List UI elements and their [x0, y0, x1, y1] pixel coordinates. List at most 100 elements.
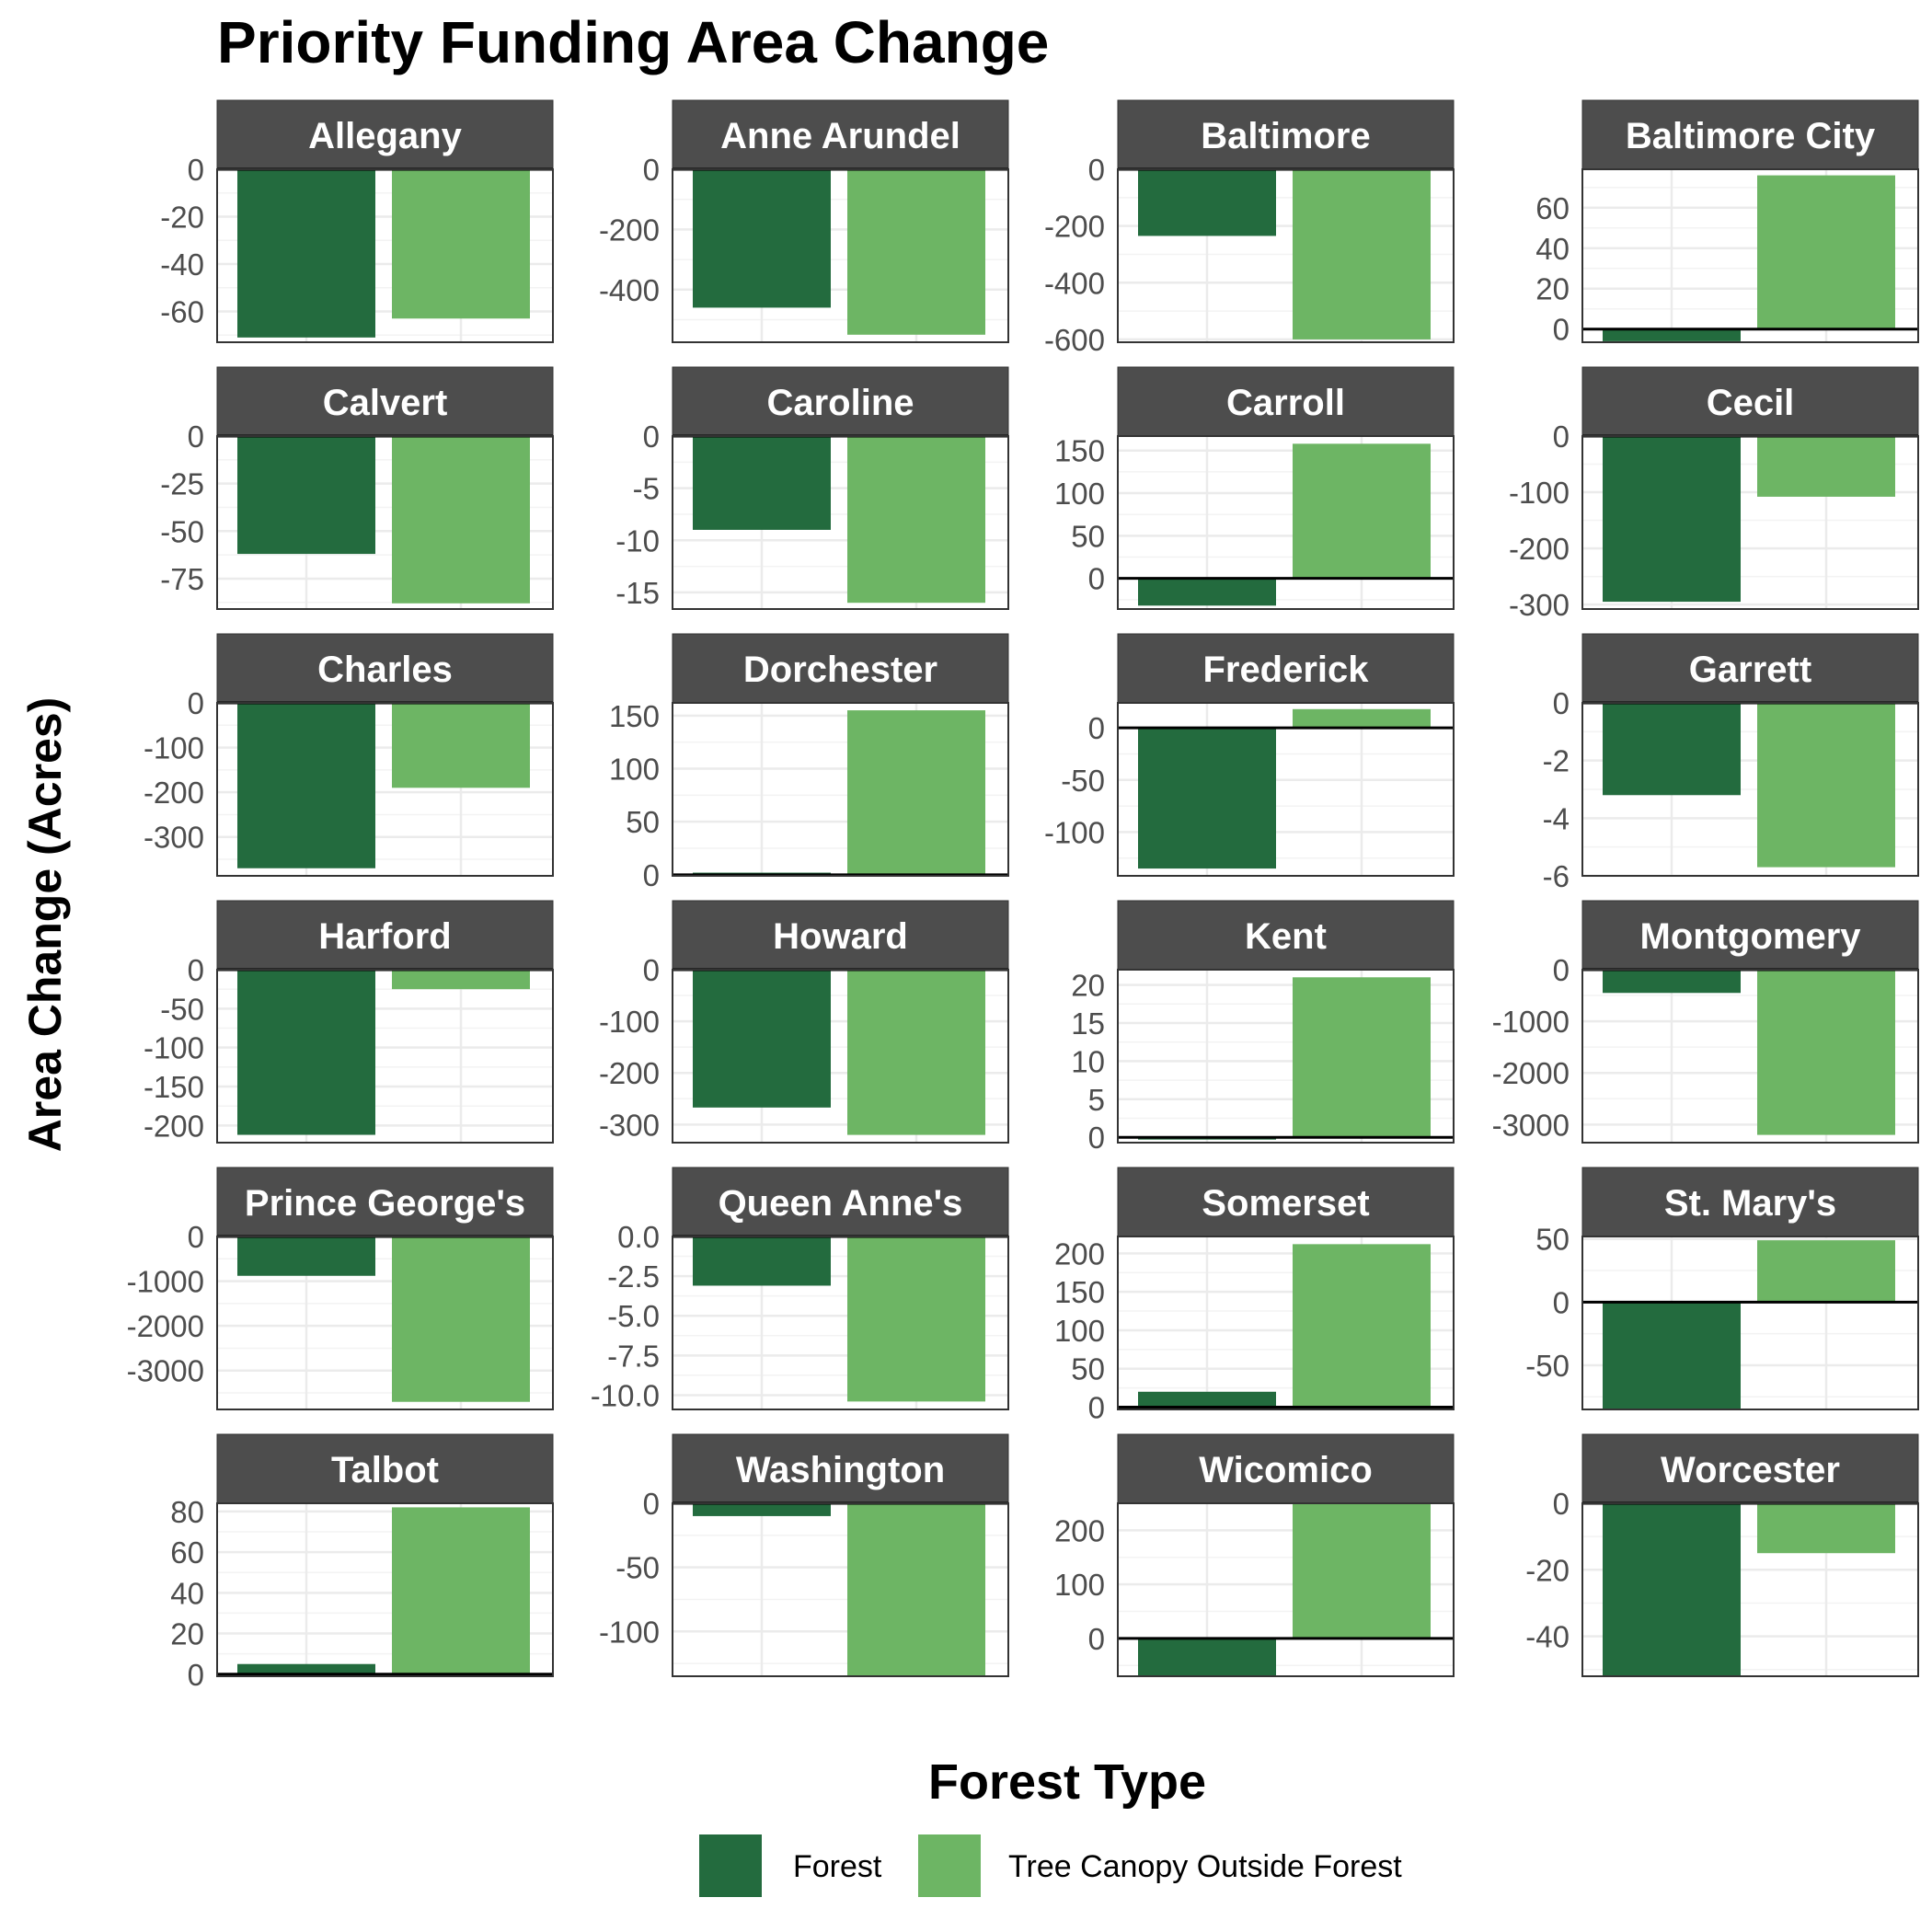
- panel-border: [216, 969, 554, 1144]
- panel-border: [672, 1502, 1009, 1677]
- y-tick-label: 0: [1553, 953, 1570, 987]
- bar-tree-canopy-outside-forest: [847, 169, 985, 335]
- bar-forest: [693, 1236, 831, 1286]
- y-tick-label: 0: [1088, 562, 1105, 596]
- panel-border: [1117, 1236, 1455, 1410]
- bar-forest: [237, 970, 375, 1135]
- panel-border: [1117, 168, 1455, 343]
- bar-forest: [693, 436, 831, 530]
- y-tick-label: -300: [144, 821, 204, 855]
- y-tick-label: 0: [643, 858, 660, 892]
- y-tick-label: 0: [188, 420, 204, 454]
- facet-strip-label: Calvert: [323, 383, 448, 423]
- y-tick-label: -50: [160, 992, 204, 1026]
- bar-tree-canopy-outside-forest: [1293, 1244, 1431, 1408]
- y-tick-label: -5: [633, 472, 660, 506]
- facet-carroll: Carroll 150 100 50 0: [1054, 366, 1455, 610]
- facet-strip-label: St. Mary's: [1664, 1183, 1836, 1224]
- facet-strip: [672, 633, 1009, 704]
- panel-border: [1117, 702, 1455, 877]
- y-tick-label: 200: [1054, 1236, 1105, 1271]
- y-tick-label: -50: [1525, 1349, 1570, 1383]
- facet-strip-label: Queen Anne's: [719, 1183, 963, 1224]
- facet-worcester: Worcester 0 -20 -40: [1525, 1433, 1919, 1677]
- bar-tree-canopy-outside-forest: [847, 436, 985, 604]
- panel-border: [672, 1236, 1009, 1410]
- facet-strip-label: Frederick: [1202, 650, 1369, 690]
- facet-howard: Howard 0 -100 -200 -300: [599, 900, 1009, 1144]
- bar-tree-canopy-outside-forest: [1757, 175, 1895, 329]
- y-tick-label: -60: [160, 295, 204, 329]
- y-tick-label: -150: [144, 1070, 204, 1104]
- y-tick-label: 0: [1088, 711, 1105, 745]
- y-tick-label: -40: [160, 247, 204, 282]
- panel-border: [672, 435, 1009, 610]
- y-tick-label: 5: [1088, 1083, 1105, 1117]
- panel-border: [1581, 969, 1919, 1144]
- panel-border: [1117, 1502, 1455, 1677]
- y-tick-label: 0: [1553, 1487, 1570, 1521]
- y-tick-label: 0: [188, 686, 204, 720]
- bar-tree-canopy-outside-forest: [1757, 1503, 1895, 1554]
- y-tick-label: -25: [160, 467, 204, 501]
- bar-tree-canopy-outside-forest: [1293, 169, 1431, 339]
- y-tick-label: -4: [1543, 801, 1570, 835]
- y-tick-label: -3000: [127, 1354, 204, 1388]
- facet-calvert: Calvert 0 -25 -50 -75: [160, 366, 554, 610]
- y-tick-label: 0: [643, 1487, 660, 1521]
- y-tick-label: 0: [1553, 1285, 1570, 1319]
- panel-border: [1581, 1236, 1919, 1410]
- facet-anne-arundel: Anne Arundel 0 -200 -400: [599, 99, 1009, 343]
- panel-border: [216, 1236, 554, 1410]
- bar-forest: [1138, 728, 1276, 869]
- bar-tree-canopy-outside-forest: [1293, 443, 1431, 579]
- panel-border: [1581, 435, 1919, 610]
- y-tick-label: -100: [599, 1615, 660, 1649]
- y-tick-label: 0: [188, 153, 204, 187]
- y-tick-label: -10: [615, 523, 660, 558]
- facet-baltimore-city: Baltimore City 60 40 20 0: [1535, 99, 1919, 347]
- bar-forest: [1603, 703, 1741, 796]
- facet-strip-label: Anne Arundel: [720, 116, 960, 156]
- y-tick-label: -20: [1525, 1553, 1570, 1587]
- y-tick-label: -100: [144, 1031, 204, 1065]
- bar-tree-canopy-outside-forest: [847, 1503, 985, 1676]
- facet-strip: [1117, 1167, 1455, 1237]
- bar-tree-canopy-outside-forest: [1293, 977, 1431, 1138]
- y-tick-label: 60: [1535, 191, 1570, 225]
- bar-tree-canopy-outside-forest: [392, 436, 530, 604]
- facet-strip: [672, 900, 1009, 971]
- facet-strip: [216, 900, 554, 971]
- y-tick-label: -100: [144, 731, 204, 765]
- y-tick-label: 0: [1553, 420, 1570, 454]
- y-tick-label: 0: [1553, 313, 1570, 347]
- y-tick-label: -50: [160, 514, 204, 548]
- facet-strip-label: Wicomico: [1199, 1450, 1373, 1490]
- facet-dorchester: Dorchester 150 100 50 0: [609, 633, 1009, 892]
- y-tick-label: -7.5: [607, 1339, 660, 1373]
- facet-strip: [216, 1433, 554, 1504]
- y-tick-label: -10.0: [591, 1378, 660, 1412]
- bar-tree-canopy-outside-forest: [392, 169, 530, 319]
- legend-title: Forest Type: [928, 1754, 1206, 1810]
- y-tick-label: -300: [1509, 588, 1570, 622]
- facet-strip-label: Harford: [318, 916, 451, 957]
- facet-strip: [216, 99, 554, 170]
- facet-talbot: Talbot 80 60 40 20 0: [170, 1433, 554, 1692]
- bar-forest: [1603, 1302, 1741, 1409]
- bar-forest: [1138, 1391, 1276, 1408]
- facet-strip: [1117, 633, 1455, 704]
- bar-forest: [1603, 1503, 1741, 1676]
- bar-forest: [237, 1663, 375, 1674]
- panel-border: [672, 969, 1009, 1144]
- facet-strip-label: Washington: [736, 1450, 945, 1490]
- y-tick-label: 50: [1535, 1223, 1570, 1257]
- y-tick-label: -200: [144, 776, 204, 810]
- y-tick-label: 20: [1535, 272, 1570, 306]
- y-tick-label: -5.0: [607, 1299, 660, 1333]
- bar-forest: [693, 1503, 831, 1516]
- facet-harford: Harford 0 -50 -100 -150 -200: [144, 900, 554, 1144]
- chart-title: Priority Funding Area Change: [217, 9, 1049, 75]
